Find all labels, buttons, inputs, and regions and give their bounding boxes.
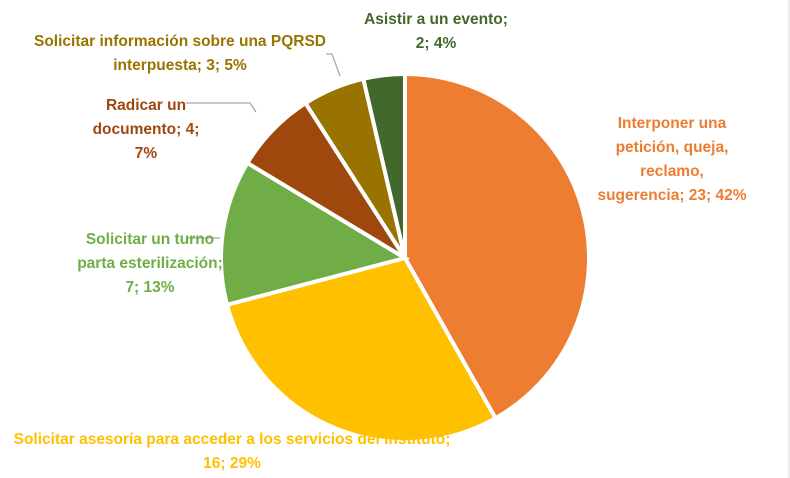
pie-slice — [224, 255, 499, 444]
value-label: 3; 5% — [206, 57, 247, 74]
data-label: Interponer una petición, queja, reclamo,… — [597, 112, 747, 208]
pie-slice — [360, 71, 407, 259]
leader-line — [186, 102, 257, 113]
value-label: 7; 13% — [125, 279, 175, 296]
value-label: 4; 7% — [134, 121, 200, 162]
category-label: Interponer una petición, queja, reclamo,… — [597, 115, 729, 204]
category-label: Solicitar un turno parta esterilización; — [77, 231, 223, 272]
value-label: 16; 29% — [203, 455, 261, 472]
category-label: Radicar un documento; — [92, 97, 187, 138]
value-label: 2; 4% — [415, 35, 457, 52]
category-label: Asistir a un evento; — [364, 11, 508, 28]
pie-slice — [403, 71, 591, 421]
leader-line — [326, 53, 341, 77]
data-label: Radicar un documento; 4; 7% — [86, 94, 206, 166]
data-label: Solicitar asesoría para acceder a los se… — [12, 428, 452, 476]
category-label: Solicitar asesoría para acceder a los se… — [13, 431, 451, 448]
pie-slice — [219, 160, 411, 308]
data-label: Solicitar un turno parta esterilización;… — [75, 228, 225, 300]
data-label: Asistir a un evento; 2; 4% — [361, 8, 511, 56]
data-label: Solicitar información sobre una PQRSD in… — [25, 30, 335, 78]
value-label: 23; 42% — [688, 187, 747, 204]
category-label: Solicitar información sobre una PQRSD in… — [34, 33, 326, 74]
